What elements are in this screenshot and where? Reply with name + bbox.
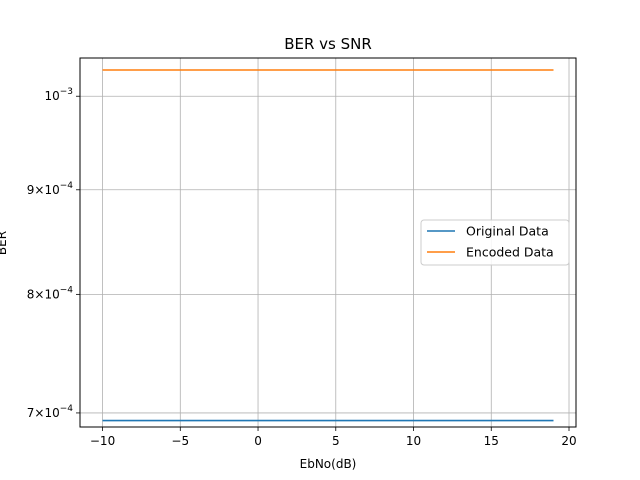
y-tick-exponent: −3 <box>60 87 73 97</box>
x-tick-label: 15 <box>484 434 499 448</box>
y-axis-ticks: 7×10−48×10−49×10−410−3 <box>27 87 80 420</box>
x-tick-label: 5 <box>332 434 340 448</box>
legend-label-1: Encoded Data <box>466 245 554 260</box>
series-lines <box>102 69 554 422</box>
y-tick-label: 7×10−4 <box>27 404 74 420</box>
legend: Original Data Encoded Data <box>420 219 570 266</box>
x-tick-label: −10 <box>90 434 115 448</box>
plot-frame <box>79 57 577 428</box>
y-tick-label: 9×10−4 <box>27 181 74 197</box>
y-tick-exponent: −4 <box>60 404 74 414</box>
y-tick-base: 10 <box>44 89 59 103</box>
y-tick-exponent: −4 <box>60 285 74 295</box>
x-axis-label: EbNo(dB) <box>300 457 357 471</box>
y-tick-base: 7×10 <box>27 406 60 420</box>
y-tick-label: 10−3 <box>44 87 73 103</box>
y-tick-label: 8×10−4 <box>27 285 74 301</box>
grid <box>80 58 576 427</box>
chart-title: BER vs SNR <box>284 35 372 53</box>
y-axis-label: BER <box>0 231 9 255</box>
x-tick-label: 20 <box>561 434 576 448</box>
x-tick-label: 0 <box>254 434 262 448</box>
legend-label-0: Original Data <box>466 224 549 239</box>
x-tick-label: −5 <box>171 434 189 448</box>
y-tick-base: 9×10 <box>27 183 60 197</box>
x-tick-label: 10 <box>406 434 421 448</box>
legend-box <box>420 219 570 266</box>
x-axis-ticks: −10 −5 0 5 10 15 20 <box>90 427 577 448</box>
y-tick-exponent: −4 <box>60 181 74 191</box>
y-tick-base: 8×10 <box>27 287 60 301</box>
